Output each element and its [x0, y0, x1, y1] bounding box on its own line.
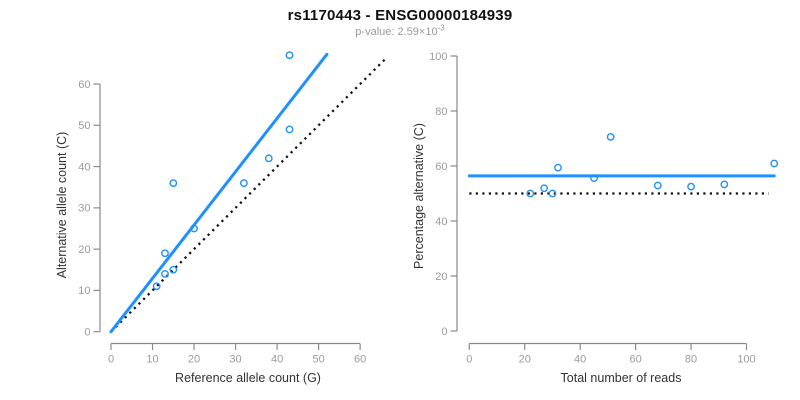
data-point-right: [590, 174, 598, 183]
data-point-left: [152, 282, 161, 291]
x-tick-label-left: 30: [229, 354, 241, 366]
y-tick-label-right: 80: [435, 106, 447, 118]
y-tick-label-left: 30: [78, 203, 90, 215]
data-point-right: [770, 159, 779, 168]
x-tick-label-left: 40: [271, 354, 283, 366]
y-tick-label-left: 10: [78, 285, 90, 297]
data-point-left: [169, 179, 178, 187]
x-axis-label-right: Total number of reads: [561, 371, 682, 385]
data-point-right: [526, 189, 535, 198]
y-tick-label-left: 50: [78, 120, 90, 132]
x-tick-label-left: 0: [108, 354, 114, 366]
data-point-left: [285, 125, 294, 134]
y-tick-label-right: 60: [435, 161, 447, 173]
x-tick-label-right: 40: [574, 354, 586, 366]
plot-subtitle: p-value: 2.59×10-3: [0, 23, 800, 38]
data-point-right: [653, 181, 662, 190]
x-tick-label-right: 20: [519, 354, 531, 366]
pvalue-text: p-value: 2.59×10: [355, 26, 438, 38]
data-point-right: [720, 180, 729, 189]
x-tick-label-right: 100: [737, 354, 755, 366]
x-tick-label-left: 60: [354, 354, 366, 366]
data-point-left: [161, 249, 169, 258]
x-tick-label-right: 0: [466, 354, 472, 366]
data-point-left: [285, 51, 294, 60]
x-tick-label-right: 80: [685, 354, 697, 366]
plot-title: rs1170443 - ENSG00000184939: [287, 7, 513, 24]
data-point-right: [554, 163, 562, 172]
data-point-left: [169, 265, 178, 274]
x-tick-label-left: 10: [146, 354, 158, 366]
pvalue-exponent: -3: [437, 23, 445, 33]
data-point-left: [264, 154, 273, 163]
fit-line-left: [109, 52, 329, 334]
data-point-left: [239, 179, 248, 187]
y-tick-label-right: 20: [435, 271, 447, 283]
y-tick-label-left: 0: [84, 327, 90, 339]
y-tick-label-right: 0: [441, 326, 447, 338]
data-point-right: [606, 132, 615, 141]
data-point-right: [540, 184, 549, 193]
y-axis-label-left: Alternative allele count (C): [55, 132, 69, 279]
y-axis-label-right: Percentage alternative (C): [412, 123, 426, 269]
x-axis-label-left: Reference allele count (G): [175, 371, 321, 385]
data-point-right: [548, 189, 557, 198]
x-tick-label-right: 60: [629, 354, 641, 366]
x-tick-label-left: 50: [312, 354, 324, 366]
y-tick-label-left: 60: [78, 79, 90, 91]
y-tick-label-right: 40: [435, 216, 447, 228]
identity-line-left: [110, 58, 386, 333]
data-point-left: [190, 224, 198, 233]
y-tick-label-left: 20: [78, 244, 90, 256]
data-point-right: [687, 182, 695, 191]
y-tick-label-left: 40: [78, 161, 90, 173]
x-tick-label-left: 20: [188, 354, 200, 366]
y-tick-label-right: 100: [429, 51, 447, 63]
data-point-left: [161, 270, 169, 278]
